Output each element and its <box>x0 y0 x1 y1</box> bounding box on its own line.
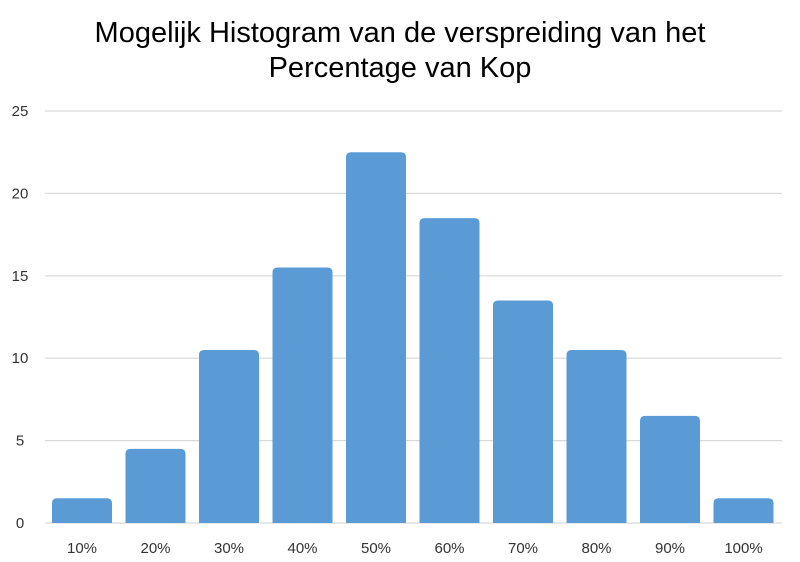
x-tick-label-20pct: 20% <box>140 540 170 557</box>
bar-30pct <box>199 349 259 523</box>
chart-title-line-2: Percentage van Kop <box>268 52 532 84</box>
y-tick-label-25: 25 <box>12 103 29 120</box>
bar-10pct <box>52 498 112 523</box>
y-tick-label-5: 5 <box>16 433 24 450</box>
y-axis-tick-labels: 0 5 10 15 20 25 <box>12 103 29 532</box>
x-tick-label-50pct: 50% <box>361 540 391 557</box>
x-tick-label-90pct: 90% <box>655 540 685 557</box>
x-tick-label-100pct: 100% <box>724 540 762 557</box>
x-tick-label-40pct: 40% <box>287 540 317 557</box>
x-tick-label-80pct: 80% <box>581 540 611 557</box>
x-tick-label-60pct: 60% <box>434 540 464 557</box>
chart-title-line-1: Mogelijk Histogram van de verspreiding v… <box>94 17 706 49</box>
chart-title: Mogelijk Histogram van de verspreiding v… <box>0 16 800 86</box>
x-tick-label-70pct: 70% <box>508 540 538 557</box>
bar-50pct <box>346 152 406 523</box>
bar-80pct <box>566 349 627 523</box>
y-tick-label-20: 20 <box>12 185 29 202</box>
bar-70pct <box>493 300 553 523</box>
x-tick-label-30pct: 30% <box>214 540 244 557</box>
bars <box>52 152 774 523</box>
bar-60pct <box>419 218 480 523</box>
y-tick-label-15: 15 <box>12 268 29 285</box>
x-tick-label-10pct: 10% <box>67 540 97 557</box>
bar-40pct <box>272 267 333 523</box>
y-tick-label-10: 10 <box>12 350 29 367</box>
x-axis-tick-labels: 10% 20% 30% 40% 50% 60% 70% 80% 90% 100% <box>67 540 763 557</box>
bar-100pct <box>713 498 774 523</box>
bar-90pct <box>640 415 700 523</box>
bar-20pct <box>125 448 186 523</box>
y-tick-label-0: 0 <box>16 515 24 532</box>
